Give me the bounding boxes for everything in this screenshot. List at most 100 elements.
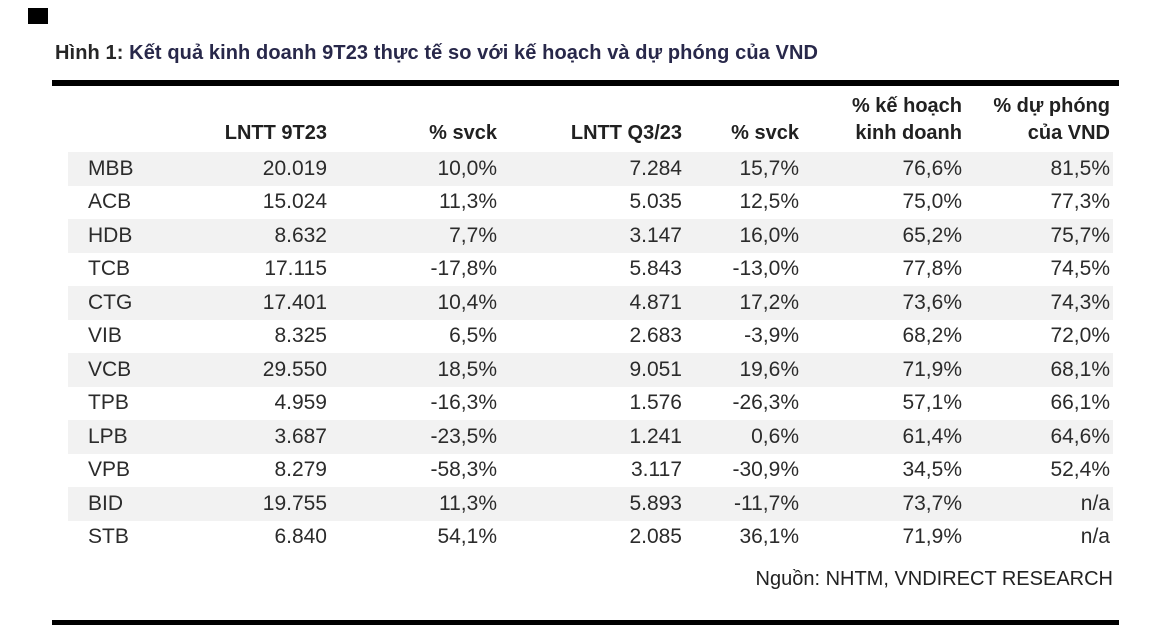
table-row: VPB 8.279 -58,3% 3.117 -30,9% 34,5% 52,4… [68,453,1113,487]
svck-q323-cell: 36,1% [739,525,799,549]
svck-q323-cell: -30,9% [732,458,799,482]
lntt-9t23-cell: 8.632 [274,223,327,247]
svck-q323-cell: 16,0% [739,223,799,247]
ticker-cell: MBB [88,156,134,180]
svck-9t23-cell: 11,3% [439,491,497,515]
lntt-9t23-cell: 8.279 [274,458,327,482]
table-row: VCB 29.550 18,5% 9.051 19,6% 71,9% 68,1% [68,353,1113,387]
svck-q323-cell: -11,7% [734,491,799,515]
pct-forecast-cell: 68,1% [1050,357,1110,381]
lntt-q323-cell: 4.871 [629,290,682,314]
pct-plan-cell: 71,9% [902,357,962,381]
pct-plan-cell: 76,6% [902,156,962,180]
table-body: MBB 20.019 10,0% 7.284 15,7% 76,6% 81,5%… [68,152,1113,554]
svck-q323-cell: 15,7% [739,156,799,180]
pct-forecast-cell: 74,3% [1050,290,1110,314]
lntt-q323-cell: 7.284 [629,156,682,180]
pct-plan-cell: 34,5% [902,458,962,482]
header-svck-q323: % svck [731,121,799,144]
table-row: MBB 20.019 10,0% 7.284 15,7% 76,6% 81,5% [68,152,1113,186]
corner-mark [28,8,48,24]
svck-9t23-cell: -23,5% [430,424,497,448]
lntt-9t23-cell: 15.024 [262,190,327,214]
svck-9t23-cell: 7,7% [449,223,497,247]
pct-forecast-cell: 52,4% [1050,458,1110,482]
figure-title: Hình 1: Kết quả kinh doanh 9T23 thực tế … [55,42,818,65]
ticker-cell: VPB [88,458,131,482]
lntt-q323-cell: 5.843 [629,257,682,281]
svck-9t23-cell: -58,3% [430,458,497,482]
pct-plan-cell: 75,0% [902,190,962,214]
ticker-cell: VCB [88,357,132,381]
lntt-9t23-cell: 8.325 [274,324,327,348]
ticker-cell: ACB [88,190,132,214]
lntt-q323-cell: 5.893 [629,491,682,515]
table-row: LPB 3.687 -23,5% 1.241 0,6% 61,4% 64,6% [68,420,1113,454]
svck-9t23-cell: 6,5% [449,324,497,348]
svck-q323-cell: 19,6% [739,357,799,381]
svck-q323-cell: 17,2% [739,290,799,314]
figure-title-text: Kết quả kinh doanh 9T23 thực tế so với k… [129,42,819,64]
pct-plan-cell: 73,6% [902,290,962,314]
lntt-9t23-cell: 6.840 [274,525,327,549]
svck-q323-cell: -26,3% [732,391,799,415]
pct-plan-cell: 57,1% [902,391,962,415]
pct-forecast-cell: n/a [1080,491,1110,515]
lntt-q323-cell: 2.085 [629,525,682,549]
header-lntt-9t23: LNTT 9T23 [224,121,327,144]
svck-q323-cell: -13,0% [732,257,799,281]
header-ticker [68,88,190,152]
ticker-cell: VIB [88,324,122,348]
table-row: HDB 8.632 7,7% 3.147 16,0% 65,2% 75,7% [68,219,1113,253]
pct-forecast-cell: 75,7% [1050,223,1110,247]
pct-forecast-cell: 81,5% [1050,156,1110,180]
svck-9t23-cell: -17,8% [430,257,497,281]
table-row: CTG 17.401 10,4% 4.871 17,2% 73,6% 74,3% [68,286,1113,320]
source-line: Nguồn: NHTM, VNDIRECT RESEARCH [755,568,1113,590]
ticker-cell: STB [88,525,129,549]
table-row: ACB 15.024 11,3% 5.035 12,5% 75,0% 77,3% [68,185,1113,219]
table-header-row: LNTT 9T23 % svck LNTT Q3/23 % svck % kế … [68,88,1113,152]
lntt-9t23-cell: 4.959 [274,391,327,415]
lntt-q323-cell: 1.576 [629,391,682,415]
lntt-9t23-cell: 17.401 [262,290,327,314]
lntt-q323-cell: 3.117 [631,458,682,482]
lntt-q323-cell: 2.683 [629,324,682,348]
table-row: STB 6.840 54,1% 2.085 36,1% 71,9% n/a [68,520,1113,554]
pct-plan-cell: 68,2% [902,324,962,348]
svck-9t23-cell: 11,3% [439,190,497,214]
pct-forecast-cell: 66,1% [1050,391,1110,415]
pct-forecast-cell: 64,6% [1050,424,1110,448]
table-row: TCB 17.115 -17,8% 5.843 -13,0% 77,8% 74,… [68,252,1113,286]
svck-9t23-cell: 10,4% [437,290,497,314]
table-header: LNTT 9T23 % svck LNTT Q3/23 % svck % kế … [68,88,1113,152]
svck-9t23-cell: 18,5% [437,357,497,381]
pct-forecast-cell: 74,5% [1050,257,1110,281]
figure-label: Hình 1: [55,42,124,64]
lntt-q323-cell: 9.051 [629,357,682,381]
lntt-9t23-cell: 29.550 [262,357,327,381]
svck-q323-cell: 0,6% [751,424,799,448]
pct-forecast-cell: 77,3% [1050,190,1110,214]
svck-q323-cell: -3,9% [744,324,799,348]
svck-9t23-cell: 54,1% [437,525,497,549]
pct-forecast-cell: 72,0% [1050,324,1110,348]
pct-plan-cell: 61,4% [902,424,962,448]
lntt-q323-cell: 3.147 [629,223,682,247]
ticker-cell: BID [88,491,124,515]
pct-forecast-cell: n/a [1080,525,1110,549]
ticker-cell: LPB [88,424,128,448]
lntt-9t23-cell: 3.687 [274,424,327,448]
pct-plan-cell: 77,8% [902,257,962,281]
table-row: VIB 8.325 6,5% 2.683 -3,9% 68,2% 72,0% [68,319,1113,353]
svck-q323-cell: 12,5% [739,190,799,214]
table-row: BID 19.755 11,3% 5.893 -11,7% 73,7% n/a [68,487,1113,521]
svck-9t23-cell: 10,0% [437,156,497,180]
top-divider-rule [52,80,1119,86]
lntt-9t23-cell: 17.115 [264,257,327,281]
lntt-q323-cell: 5.035 [629,190,682,214]
results-table: LNTT 9T23 % svck LNTT Q3/23 % svck % kế … [68,88,1113,554]
pct-plan-cell: 73,7% [902,491,962,515]
ticker-cell: TCB [88,257,130,281]
